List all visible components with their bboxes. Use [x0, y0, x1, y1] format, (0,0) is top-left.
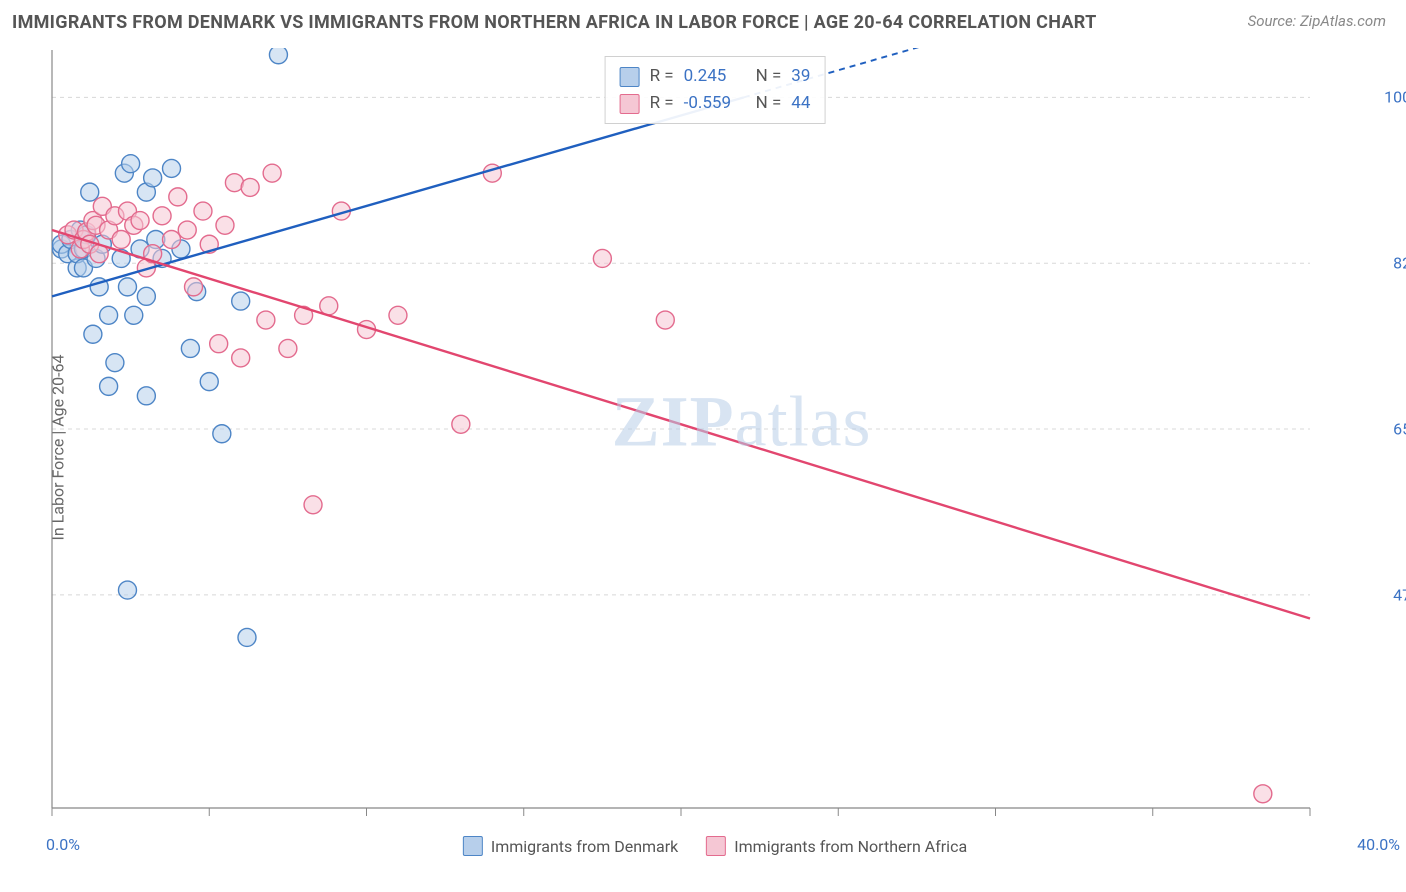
- data-point: [144, 169, 162, 187]
- data-point: [213, 425, 231, 443]
- series-legend: Immigrants from Denmark Immigrants from N…: [463, 836, 967, 856]
- data-point: [125, 306, 143, 324]
- legend-swatch: [706, 836, 726, 856]
- data-point: [153, 207, 171, 225]
- data-point: [84, 325, 102, 343]
- data-point: [131, 212, 149, 230]
- data-point: [137, 287, 155, 305]
- data-point: [263, 164, 281, 182]
- data-point: [593, 249, 611, 267]
- r-value: -0.559: [684, 90, 746, 117]
- legend-row: R = 0.245 N = 39: [620, 63, 811, 90]
- regression-line: [52, 97, 744, 296]
- data-point: [100, 377, 118, 395]
- data-point: [181, 339, 199, 357]
- legend-item: Immigrants from Northern Africa: [706, 836, 967, 856]
- legend-row: R = -0.559 N = 44: [620, 90, 811, 117]
- chart-area: In Labor Force | Age 20-64 ZIPatlas R = …: [50, 48, 1380, 828]
- data-point: [1254, 785, 1272, 803]
- data-point: [194, 202, 212, 220]
- source-attribution: Source: ZipAtlas.com: [1248, 12, 1386, 30]
- data-point: [232, 292, 250, 310]
- data-point: [112, 231, 130, 249]
- data-point: [257, 311, 275, 329]
- data-point: [163, 159, 181, 177]
- data-point: [122, 155, 140, 173]
- y-tick-label: 100.0%: [1384, 88, 1406, 107]
- n-label: N =: [756, 90, 782, 117]
- data-point: [118, 278, 136, 296]
- legend-swatch: [463, 836, 483, 856]
- y-tick-label: 82.5%: [1393, 254, 1406, 273]
- data-point: [269, 48, 287, 64]
- legend-swatch: [620, 94, 640, 114]
- data-point: [178, 221, 196, 239]
- n-value: 44: [791, 90, 810, 117]
- x-tick-left: 0.0%: [46, 835, 80, 854]
- chart-title: IMMIGRANTS FROM DENMARK VS IMMIGRANTS FR…: [12, 12, 1097, 33]
- data-point: [216, 216, 234, 234]
- data-point: [163, 231, 181, 249]
- data-point: [210, 335, 228, 353]
- legend-label: Immigrants from Northern Africa: [734, 837, 967, 856]
- legend-item: Immigrants from Denmark: [463, 836, 678, 856]
- data-point: [656, 311, 674, 329]
- data-point: [241, 178, 259, 196]
- r-value: 0.245: [684, 63, 746, 90]
- correlation-legend: R = 0.245 N = 39 R = -0.559 N = 44: [605, 56, 826, 124]
- data-point: [389, 306, 407, 324]
- legend-swatch: [620, 67, 640, 87]
- data-point: [106, 354, 124, 372]
- data-point: [81, 183, 99, 201]
- y-axis-label: In Labor Force | Age 20-64: [49, 354, 68, 540]
- data-point: [320, 297, 338, 315]
- regression-extrapolation: [744, 48, 1310, 97]
- data-point: [279, 339, 297, 357]
- legend-label: Immigrants from Denmark: [491, 837, 678, 856]
- data-point: [200, 373, 218, 391]
- header: IMMIGRANTS FROM DENMARK VS IMMIGRANTS FR…: [0, 0, 1406, 39]
- data-point: [137, 387, 155, 405]
- data-point: [232, 349, 250, 367]
- r-label: R =: [650, 90, 674, 117]
- data-point: [185, 278, 203, 296]
- scatter-plot: [50, 48, 1380, 828]
- data-point: [169, 188, 187, 206]
- n-label: N =: [756, 63, 782, 90]
- data-point: [238, 628, 256, 646]
- data-point: [100, 306, 118, 324]
- y-tick-label: 65.0%: [1393, 420, 1406, 439]
- data-point: [118, 581, 136, 599]
- data-point: [452, 415, 470, 433]
- y-tick-label: 47.5%: [1393, 585, 1406, 604]
- data-point: [304, 496, 322, 514]
- r-label: R =: [650, 63, 674, 90]
- x-tick-right: 40.0%: [1357, 835, 1400, 854]
- n-value: 39: [791, 63, 810, 90]
- regression-line: [52, 230, 1310, 618]
